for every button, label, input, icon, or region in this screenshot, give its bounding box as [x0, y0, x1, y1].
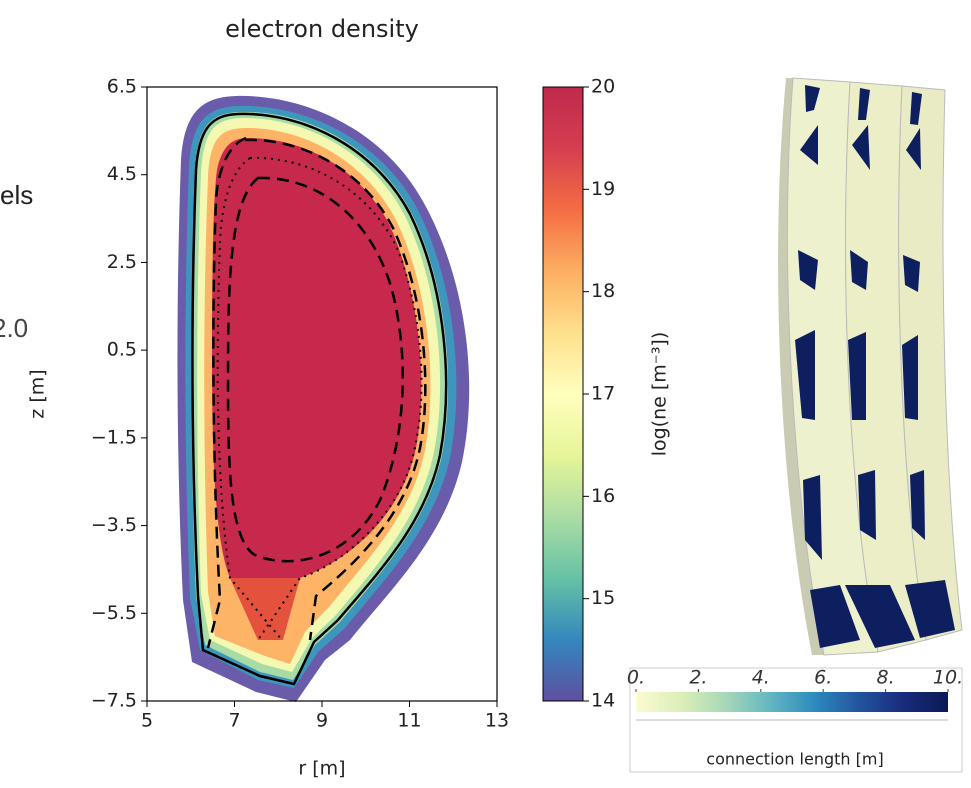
y-tick-label: −3.5: [91, 514, 137, 536]
chart-title: electron density: [225, 15, 419, 43]
x-tick-label: 7: [228, 710, 240, 732]
x-tick-label: 13: [485, 710, 509, 732]
y-tick-label: 6.5: [107, 76, 137, 98]
density-field: [177, 96, 469, 702]
colorbar-tick-label: 6.: [814, 667, 832, 689]
y-tick-label: −5.5: [91, 602, 137, 624]
x-axis-label: r [m]: [298, 758, 345, 780]
colorbar-tick-label: 20: [591, 76, 615, 98]
y-tick-label: −7.5: [91, 690, 137, 712]
colorbar-tick-label: 17: [591, 383, 615, 405]
x-tick-label: 11: [397, 710, 421, 732]
colorbar: [636, 692, 948, 712]
colorbar-tick-label: 4.: [752, 667, 770, 689]
colorbar: [543, 87, 583, 701]
colorbar-tick-label: 0.: [627, 667, 645, 689]
y-axis-label: z [m]: [27, 369, 49, 418]
colorbar-tick-label: 8.: [877, 667, 895, 689]
cropped-text: 2.0: [0, 313, 28, 343]
page: els 2.0 electron density 5 7 9 11 13 −7.5 −5.5 −…: [0, 0, 971, 788]
colorbar-tick-label: 18: [591, 280, 615, 302]
y-tick-label: 0.5: [107, 339, 137, 361]
connection-render: [778, 78, 962, 655]
colorbar-tick-label: 10.: [933, 667, 963, 689]
x-tick-label: 5: [141, 710, 153, 732]
y-tick-label: −1.5: [91, 426, 137, 448]
colorbar-tick-label: 14: [591, 690, 615, 712]
cropped-text: els: [0, 180, 33, 210]
colorbar-label: log(ne [m⁻³]): [649, 332, 671, 457]
y-tick-label: 2.5: [107, 251, 137, 273]
colorbar-label: connection length [m]: [706, 750, 883, 769]
figure: els 2.0 electron density 5 7 9 11 13 −7.5 −5.5 −…: [0, 0, 971, 784]
colorbar-tick-label: 19: [591, 178, 615, 200]
colorbar-tick-label: 2.: [689, 667, 707, 689]
y-tick-label: 4.5: [107, 163, 137, 185]
colorbar-tick-label: 16: [591, 485, 615, 507]
x-tick-label: 9: [316, 710, 328, 732]
colorbar-tick-label: 15: [591, 587, 615, 609]
